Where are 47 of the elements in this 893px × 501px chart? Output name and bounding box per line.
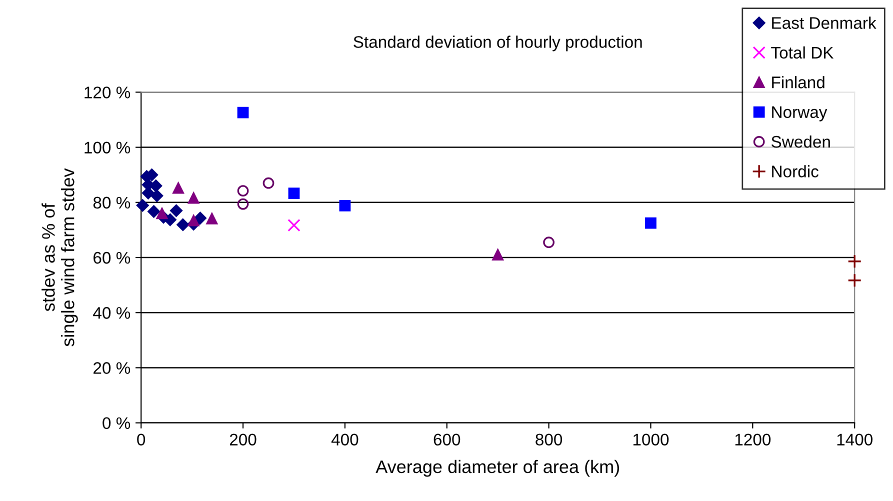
point	[176, 218, 190, 231]
legend-label: Sweden	[772, 135, 830, 148]
x-tick-label: 800	[536, 434, 562, 446]
y-tick-label: 0 %	[102, 417, 130, 430]
point	[288, 218, 300, 232]
y-tick-label: 40 %	[93, 307, 130, 319]
point	[188, 192, 200, 204]
point	[156, 208, 168, 220]
point	[288, 188, 300, 200]
point	[262, 177, 274, 189]
x-tick-label: 1400	[837, 434, 872, 446]
point	[148, 205, 160, 218]
point	[237, 185, 249, 197]
x-tick-label: 400	[331, 434, 358, 446]
point	[237, 106, 249, 118]
point	[848, 254, 862, 268]
point	[848, 273, 862, 288]
y-axis-title: stdev as % of single wind farm stdev	[42, 168, 78, 346]
point	[150, 190, 164, 202]
point	[188, 214, 200, 226]
point	[170, 204, 182, 217]
legend-label: Norway	[772, 106, 828, 122]
point	[237, 198, 249, 210]
y-tick-label: 120 %	[84, 86, 130, 98]
x-tick-label: 200	[230, 434, 256, 446]
x-tick-label: 600	[434, 434, 460, 446]
point	[194, 212, 206, 224]
y-tick-label: 20 %	[94, 362, 130, 374]
x-tick-label: 0	[137, 434, 146, 446]
point	[543, 236, 555, 248]
point	[492, 249, 504, 260]
point	[645, 217, 656, 229]
legend-label: Finland	[772, 76, 824, 88]
legend-label: Total DK	[771, 46, 834, 59]
y-tick-label: 60 %	[94, 252, 130, 264]
legend-label: Nordic	[772, 165, 818, 178]
point	[136, 199, 149, 212]
y-tick-label: 100 %	[84, 142, 130, 154]
point	[206, 212, 218, 224]
point	[339, 200, 351, 212]
point	[172, 182, 184, 194]
chart-title: Standard deviation of hourly production	[354, 36, 642, 52]
y-tick-label: 80 %	[93, 196, 130, 209]
legend-label: East Denmark	[772, 16, 876, 29]
x-axis-title: Average diameter of area (km)	[376, 460, 620, 477]
x-tick-label: 1200	[735, 434, 771, 446]
x-tick-label: 1000	[633, 434, 669, 446]
